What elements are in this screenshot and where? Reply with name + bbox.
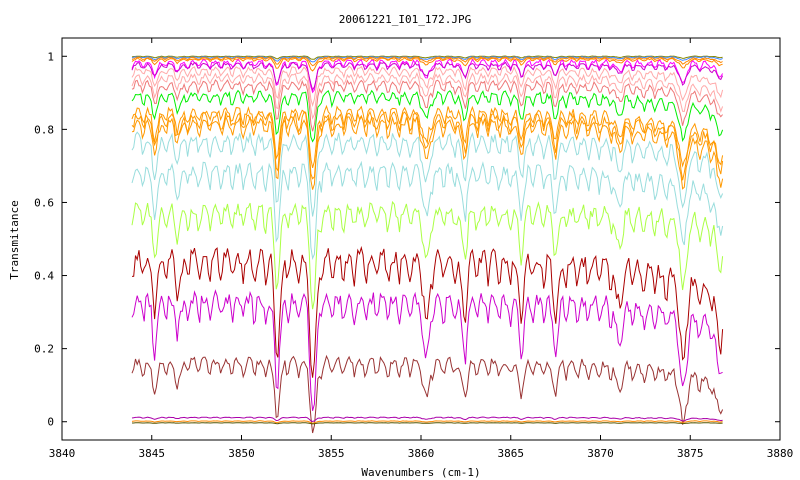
- y-axis-label: Transmitance: [8, 200, 21, 279]
- x-tick-label: 3850: [228, 447, 255, 460]
- x-axis-label: Wavenumbers (cm-1): [361, 466, 480, 479]
- series-line: [131, 55, 723, 60]
- series-line: [131, 56, 723, 67]
- series-line: [131, 354, 724, 434]
- series-line: [131, 110, 724, 181]
- series-line: [131, 420, 723, 424]
- series-line: [131, 289, 723, 411]
- series-layer: [131, 55, 724, 434]
- series-line: [131, 72, 724, 120]
- chart-title: 20061221_I01_172.JPG: [339, 13, 471, 26]
- x-tick-label: 3875: [677, 447, 704, 460]
- series-line: [131, 57, 723, 72]
- x-tick-label: 3845: [139, 447, 166, 460]
- series-line: [131, 104, 724, 169]
- series-line: [131, 200, 724, 310]
- series-line: [131, 114, 724, 190]
- series-line: [131, 245, 724, 378]
- series-line: [131, 160, 724, 260]
- x-tick-label: 3855: [318, 447, 345, 460]
- x-tick-label: 3865: [498, 447, 525, 460]
- x-tick-label: 3880: [767, 447, 794, 460]
- series-line: [131, 61, 724, 92]
- series-line: [131, 79, 723, 132]
- series-line: [131, 131, 724, 217]
- axes-layer: 3840 3845 3850 3855 3860 3865 3870 3875 3880 0 0.2…: [34, 38, 793, 460]
- series-line: [132, 422, 723, 425]
- x-tick-label: 3860: [408, 447, 435, 460]
- series-line: [131, 58, 724, 94]
- series-line: [131, 416, 723, 423]
- y-tick-label: 0.6: [34, 196, 54, 209]
- series-line: [131, 89, 724, 143]
- series-line: [131, 56, 723, 63]
- y-tick-label: 1: [47, 50, 54, 63]
- series-line: [131, 65, 724, 108]
- y-tick-label: 0.8: [34, 123, 54, 136]
- x-tick-label: 3870: [587, 447, 614, 460]
- y-tick-label: 0: [47, 416, 54, 429]
- y-tick-label: 0.2: [34, 343, 54, 356]
- x-tick-label: 3840: [49, 447, 76, 460]
- y-tick-label: 0.4: [34, 270, 54, 283]
